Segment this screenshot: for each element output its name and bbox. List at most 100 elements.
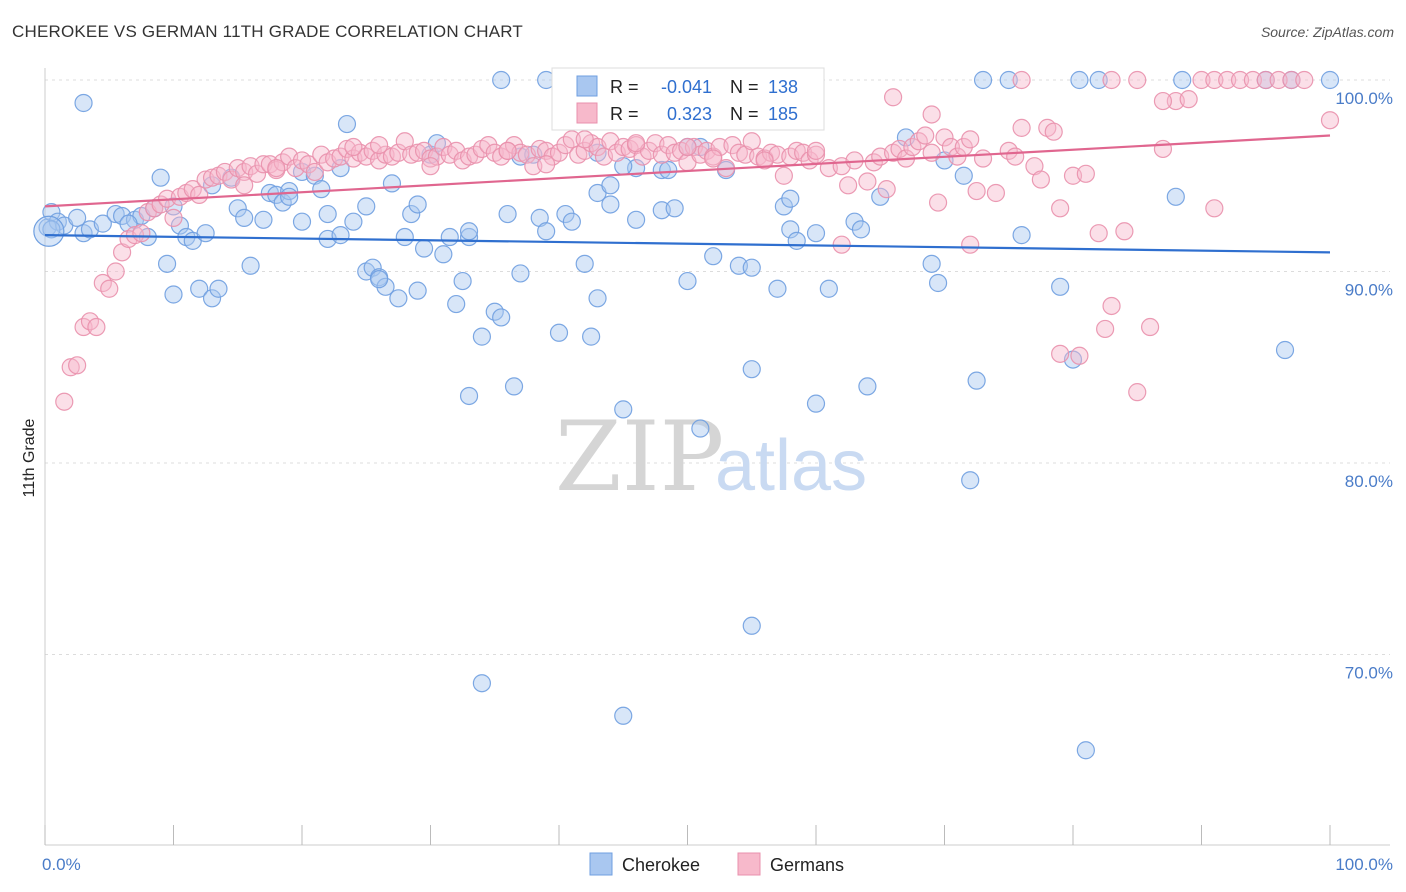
point-cherokee-115 (1012, 226, 1031, 245)
point-germans-171 (961, 235, 980, 254)
point-cherokee-103 (819, 279, 838, 298)
legend-n-value-germans: 185 (768, 104, 798, 124)
point-cherokee-109 (922, 254, 941, 273)
point-germans-5 (87, 317, 106, 337)
point-germans-194 (806, 141, 826, 160)
bottom-legend-swatch-cherokee (589, 852, 613, 876)
point-germans-174 (1096, 319, 1115, 339)
point-germans-162 (1218, 70, 1237, 90)
point-cherokee-58 (447, 294, 466, 314)
point-cherokee-116 (1051, 277, 1070, 296)
point-germans-112 (774, 166, 793, 185)
point-cherokee-49 (389, 289, 408, 308)
point-cherokee-75 (575, 254, 594, 273)
chart-title: CHEROKEE VS GERMAN 11TH GRADE CORRELATIO… (12, 22, 523, 41)
point-germans-165 (1256, 70, 1275, 90)
chart-source: Source: ZipAtlas.com (1260, 24, 1394, 40)
point-germans-166 (1269, 70, 1288, 90)
point-germans-155 (1128, 383, 1147, 402)
point-germans-42 (325, 149, 344, 168)
point-cherokee-143 (806, 224, 826, 243)
point-germans-173 (1070, 346, 1089, 365)
point-germans-154 (1115, 222, 1134, 241)
point-germans-141 (986, 183, 1006, 203)
point-cherokee-28 (241, 256, 260, 275)
point-cherokee-72 (549, 323, 569, 342)
point-cherokee-94 (742, 258, 761, 277)
point-cherokee-147 (781, 189, 800, 208)
y-tick-label-2: 80.0% (1345, 472, 1393, 491)
point-germans-7 (100, 279, 119, 298)
legend-n-label-cherokee: N = (730, 77, 759, 97)
point-cherokee-74 (562, 212, 581, 231)
point-cherokee-121 (1166, 187, 1185, 206)
point-cherokee-29 (254, 210, 273, 229)
y-tick-label-1: 90.0% (1345, 281, 1393, 300)
point-cherokee-40 (331, 226, 350, 245)
point-cherokee-50 (395, 227, 414, 247)
point-germans-30 (247, 164, 267, 183)
point-germans-140 (973, 149, 993, 168)
point-germans-144 (1012, 118, 1031, 137)
watermark-atlas: atlas (715, 426, 867, 506)
point-germans-8 (106, 262, 125, 281)
point-cherokee-114 (999, 70, 1018, 90)
point-cherokee-96 (742, 616, 761, 635)
point-cherokee-95 (742, 360, 761, 379)
point-germans-156 (1140, 317, 1160, 337)
point-cherokee-106 (858, 377, 877, 396)
point-germans-172 (1051, 344, 1070, 363)
legend-n-label-germans: N = (730, 104, 759, 124)
point-germans-133 (928, 193, 948, 212)
point-germans-159 (1179, 90, 1198, 109)
y-tick-label-3: 70.0% (1345, 664, 1393, 683)
legend-swatch-germans (576, 102, 598, 124)
point-germans-186 (498, 141, 517, 160)
point-germans-193 (704, 149, 723, 168)
point-germans-182 (678, 137, 697, 157)
point-cherokee-8 (106, 204, 125, 224)
point-cherokee-130 (973, 70, 993, 90)
point-cherokee-42 (344, 212, 363, 231)
point-germans-184 (235, 176, 254, 195)
x-tick-label-1: 100.0% (1335, 855, 1393, 874)
point-cherokee-127 (492, 70, 511, 90)
point-cherokee-102 (806, 394, 826, 413)
tick-labels: 100.0% 90.0% 80.0% 70.0% 0.0% 100.0% (42, 89, 1393, 874)
trend-lines (44, 134, 1331, 254)
point-cherokee-66 (504, 377, 524, 396)
point-cherokee-132 (1320, 70, 1340, 90)
point-cherokee-52 (408, 281, 427, 300)
point-germans-148 (1044, 122, 1063, 141)
point-germans-125 (877, 180, 896, 199)
point-cherokee-99 (781, 220, 800, 239)
point-germans-167 (1282, 70, 1301, 90)
point-cherokee-62 (472, 327, 491, 346)
point-germans-179 (1102, 70, 1121, 90)
point-germans-188 (755, 151, 774, 170)
point-cherokee-91 (704, 247, 723, 266)
point-cherokee-16 (157, 254, 177, 273)
point-germans-1 (61, 358, 80, 377)
point-germans-138 (961, 130, 980, 149)
point-cherokee-113 (967, 371, 986, 390)
point-germans-183 (421, 157, 440, 176)
point-cherokee-26 (228, 199, 247, 218)
point-cherokee-cluster (33, 215, 65, 247)
point-germans-0 (55, 392, 74, 411)
point-cherokee-119 (1076, 741, 1095, 760)
point-cherokee-17 (164, 285, 183, 304)
point-cherokee-22 (202, 289, 222, 308)
point-cherokee-145 (280, 187, 299, 206)
point-germans-157 (1153, 139, 1173, 159)
point-cherokee-82 (626, 210, 646, 229)
point-cherokee-80 (601, 195, 620, 214)
point-cherokee-126 (74, 93, 93, 113)
point-cherokee-144 (459, 222, 479, 241)
trend-line-cherokee (44, 234, 1331, 254)
point-cherokee-4 (68, 208, 87, 227)
legend-box: R = -0.041 N = 138 R = 0.323 N = 185 (551, 67, 825, 131)
point-cherokee-68 (511, 264, 530, 283)
point-cherokee-59 (453, 271, 472, 291)
point-cherokee-140 (318, 204, 337, 224)
